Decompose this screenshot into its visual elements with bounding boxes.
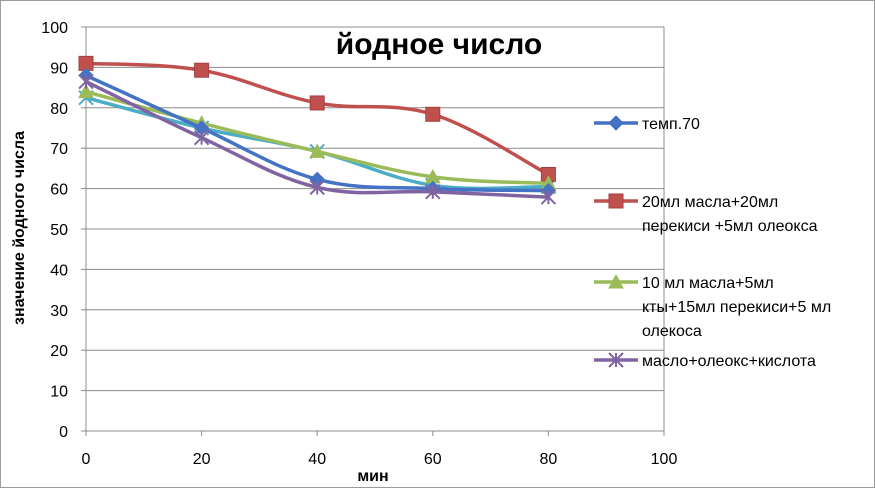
marker-triangle [78, 83, 94, 99]
gridlines [86, 26, 664, 432]
legend: темп.70 20мл масла+20мл перекиси +5мл олео… [594, 115, 831, 370]
series-0 [78, 67, 557, 199]
axes: 0 10 20 30 40 50 60 70 80 90 100 0 20 40 60 80 100 [41, 20, 677, 468]
series-1 [78, 55, 556, 182]
x-tick-label: 40 [308, 451, 326, 468]
marker-square [194, 62, 210, 78]
marker-diamond [608, 115, 624, 131]
marker-square [608, 193, 624, 209]
y-tick-label: 80 [50, 101, 68, 118]
x-tick-label: 0 [82, 451, 91, 468]
y-tick-label: 0 [59, 424, 68, 441]
series-layer [78, 55, 557, 205]
legend-item: масло+олеокс+кислота [594, 352, 816, 370]
x-tick-label: 60 [424, 451, 442, 468]
y-tick-label: 10 [50, 384, 68, 401]
y-tick-label: 30 [50, 303, 68, 320]
marker-triangle [608, 273, 624, 289]
y-tick-label: 70 [50, 141, 68, 158]
series-3 [78, 73, 557, 205]
y-tick-label: 20 [50, 343, 68, 360]
legend-label: темп.70 [642, 116, 700, 133]
marker-square [309, 95, 325, 111]
y-tick-label: 100 [41, 20, 68, 37]
y-tick-label: 40 [50, 262, 68, 279]
legend-item: 20мл масла+20мл перекиси +5мл олеокса [594, 193, 818, 235]
legend-label: перекиси +5мл олеокса [642, 218, 818, 235]
marker-triangle [309, 143, 326, 158]
marker-square [425, 106, 441, 122]
legend-label: 20мл масла+20мл [642, 194, 778, 211]
y-tick-label: 50 [50, 222, 68, 239]
x-tick-label: 20 [193, 451, 211, 468]
chart-title: йодное число [336, 28, 542, 61]
x-tick-label: 100 [651, 451, 678, 468]
x-tick-label: 80 [540, 451, 558, 468]
legend-label: олекоса [642, 323, 702, 340]
legend-item: темп.70 [594, 115, 700, 133]
x-axis-title: мин [357, 468, 388, 485]
legend-label: масло+олеокс+кислота [642, 353, 816, 370]
legend-item: 10 мл масла+5мл кты+15мл перекиси+5 мл оле… [594, 273, 831, 340]
legend-label: 10 мл масла+5мл [642, 275, 774, 292]
y-tick-label: 60 [50, 182, 68, 199]
legend-label: кты+15мл перекиси+5 мл [642, 299, 831, 316]
y-tick-label: 90 [50, 60, 68, 77]
y-axis-title: значение йодного числа [11, 131, 28, 325]
